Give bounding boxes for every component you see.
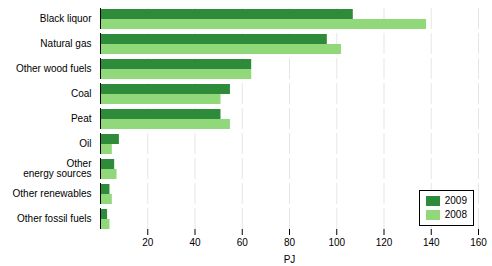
svg-text:Other fossil fuels: Other fossil fuels <box>17 213 91 224</box>
svg-text:140: 140 <box>423 237 440 248</box>
svg-text:Other renewables: Other renewables <box>13 188 92 199</box>
html-text:2008: 2008 <box>444 209 467 220</box>
svg-text:Coal: Coal <box>71 88 92 99</box>
svg-text:Other wood fuels: Other wood fuels <box>16 63 92 74</box>
html-text:2009: 2009 <box>444 195 467 206</box>
svg-text:Oil: Oil <box>79 138 91 149</box>
svg-text:Otherenergy sources: Otherenergy sources <box>23 158 92 179</box>
svg-text:Natural gas: Natural gas <box>40 38 91 49</box>
svg-text:160: 160 <box>470 237 487 248</box>
svg-text:80: 80 <box>284 237 296 248</box>
svg-text:20: 20 <box>142 237 154 248</box>
svg-text:PJ: PJ <box>284 254 296 265</box>
svg-text:Black liquor: Black liquor <box>40 13 92 24</box>
svg-text:100: 100 <box>328 237 345 248</box>
svg-text:40: 40 <box>189 237 201 248</box>
svg-text:120: 120 <box>376 237 393 248</box>
svg-text:Peat: Peat <box>71 113 92 124</box>
svg-text:60: 60 <box>237 237 249 248</box>
